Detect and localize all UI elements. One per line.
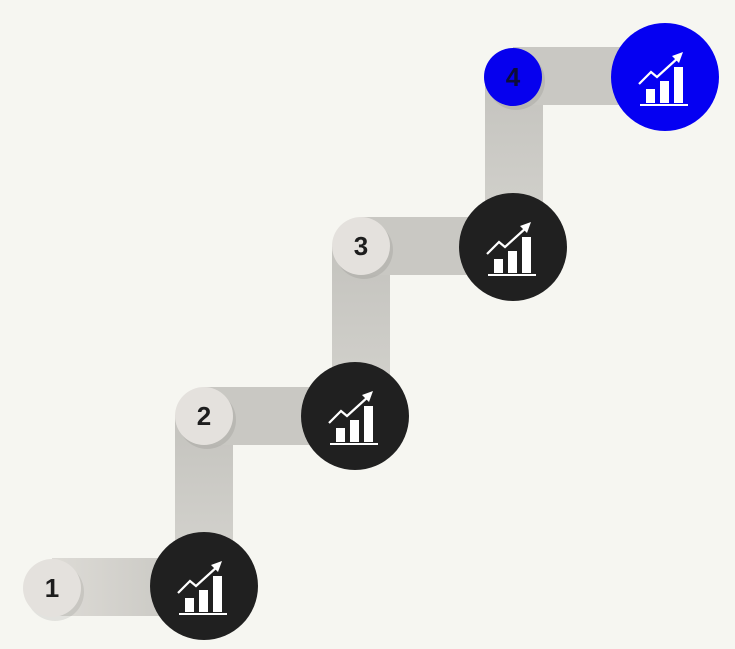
step-1-icon-circle [150, 532, 258, 640]
step-1-number: 1 [23, 559, 81, 617]
growth-chart-icon [486, 222, 536, 276]
growth-chart-icon [638, 52, 688, 106]
step-4-icon-circle [611, 23, 719, 131]
step-2-number: 2 [175, 387, 233, 445]
growth-chart-icon [328, 391, 378, 445]
step-2-icon-circle [301, 362, 409, 470]
growth-chart-icon [177, 561, 227, 615]
step-4-number: 4 [484, 48, 542, 106]
step-3-icon-circle [459, 193, 567, 301]
step-3-number: 3 [332, 217, 390, 275]
